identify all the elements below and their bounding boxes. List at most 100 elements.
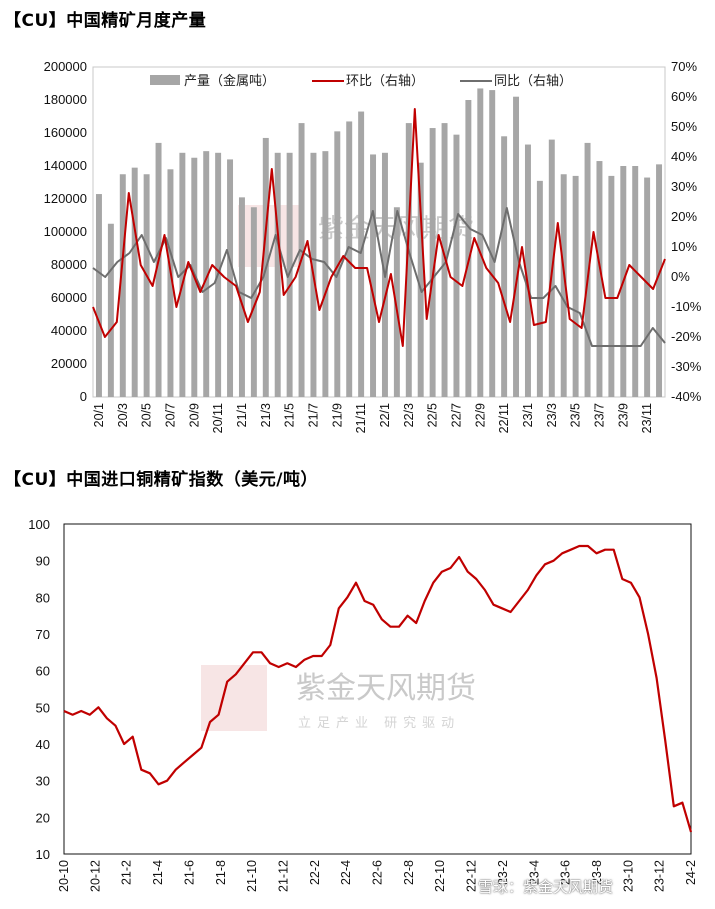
- x-tick-label: 22-4: [339, 860, 353, 885]
- left-tick-label: 140000: [44, 158, 87, 173]
- production-bar: [453, 134, 460, 397]
- right-tick-label: 70%: [671, 59, 697, 74]
- watermark-sub: 立足产业 研究驱动: [298, 716, 460, 731]
- production-bar: [274, 152, 281, 397]
- left-tick-label: 200000: [44, 59, 87, 74]
- left-tick-label: 40000: [51, 323, 87, 338]
- chart1-legend: 产量（金属吨） 环比（右轴） 同比（右轴）: [150, 73, 572, 89]
- x-tick-label: 22-12: [465, 860, 479, 892]
- left-tick-label: 80000: [51, 257, 87, 272]
- production-bar: [203, 151, 210, 397]
- x-tick-label: 22/11: [497, 403, 511, 433]
- x-tick-label: 21/1: [235, 403, 249, 427]
- x-tick-label: 22/3: [402, 403, 416, 427]
- x-tick-label: 20-10: [57, 860, 71, 892]
- legend-yoy: 同比（右轴）: [494, 74, 572, 89]
- production-bar: [227, 159, 234, 397]
- x-tick-label: 24-2: [684, 860, 698, 885]
- x-tick-label: 21/5: [283, 403, 297, 427]
- production-bar: [524, 144, 531, 397]
- chart2-line-group: [63, 544, 693, 833]
- x-tick-label: 22/1: [378, 403, 392, 427]
- production-bar: [489, 90, 496, 397]
- production-bar: [95, 194, 102, 397]
- chart1-plot-area: [92, 66, 666, 398]
- production-bar: [346, 121, 353, 397]
- production-bar: [572, 175, 579, 397]
- production-bar: [167, 169, 174, 397]
- production-bar: [250, 207, 257, 397]
- chart2-x-axis: 20-10 20-12 21-2 21-4 21-6 21-8 21-10 21-12 22-2…: [57, 860, 698, 892]
- production-bar: [131, 167, 138, 397]
- right-tick-label: 20%: [671, 209, 697, 224]
- left-tick-label: 180000: [44, 92, 87, 107]
- production-bar: [477, 88, 484, 397]
- chart1: 紫金天风期货 020000400006000080000100000120000…: [44, 59, 702, 433]
- footer-credit: 雪球：紫金天风期货: [478, 878, 614, 896]
- y-tick-label: 10: [36, 847, 50, 862]
- chart2: 紫金天风期货 立足产业 研究驱动 10 20 30 40 50 60 70 80 90 100 2…: [28, 517, 698, 892]
- production-bar: [644, 177, 651, 397]
- production-bar: [405, 123, 412, 397]
- production-bar: [179, 152, 186, 397]
- mom-line: [92, 108, 666, 347]
- production-bar: [358, 111, 365, 398]
- x-tick-label: 23/5: [569, 403, 583, 427]
- production-bar: [238, 197, 245, 397]
- x-tick-label: 22-10: [433, 860, 447, 892]
- chart1-title: 【CU】中国精矿月度产量: [4, 11, 207, 31]
- x-tick-label: 21-2: [120, 860, 134, 885]
- right-tick-label: -20%: [671, 329, 702, 344]
- production-bar: [441, 123, 448, 397]
- chart1-right-axis: -40% -30% -20% -10% 0% 10% 20% 30% 40% 50% 60% 70%: [671, 59, 702, 404]
- x-tick-label: 23/11: [640, 403, 654, 433]
- chart2-watermark: 紫金天风期货 立足产业 研究驱动: [201, 665, 476, 731]
- x-tick-label: 21/9: [330, 403, 344, 427]
- x-tick-label: 21-6: [182, 860, 196, 885]
- legend-mom: 环比（右轴）: [346, 74, 424, 89]
- chart2-y-axis: 10 20 30 40 50 60 70 80 90 100: [28, 517, 50, 862]
- x-tick-label: 23-4: [527, 860, 541, 885]
- x-tick-label: 22/5: [426, 403, 440, 427]
- production-bar: [334, 131, 341, 397]
- x-tick-label: 21-12: [276, 860, 290, 892]
- legend-production: 产量（金属吨）: [184, 73, 275, 89]
- production-bar: [608, 175, 615, 397]
- production-bar: [322, 151, 329, 397]
- chart1-left-axis: 0 20000 40000 60000 80000 100000 120000 140000 1…: [44, 59, 87, 404]
- x-tick-label: 22-2: [308, 860, 322, 885]
- production-bar: [370, 154, 377, 397]
- chart1-lines: [92, 108, 666, 347]
- y-tick-label: 30: [36, 774, 50, 789]
- watermark-main: 紫金天风期货: [296, 671, 476, 706]
- x-tick-label: 21-4: [151, 860, 165, 885]
- production-bar: [656, 164, 663, 397]
- x-tick-label: 21/3: [259, 403, 273, 427]
- right-tick-label: 10%: [671, 239, 697, 254]
- x-tick-label: 20/9: [187, 403, 201, 427]
- x-tick-label: 20/11: [211, 403, 225, 433]
- x-tick-label: 22-8: [402, 860, 416, 885]
- x-tick-label: 23/1: [521, 403, 535, 427]
- chart2-plot-area: [63, 523, 692, 855]
- x-tick-label: 23-8: [590, 860, 604, 885]
- right-tick-label: -40%: [671, 389, 702, 404]
- production-bar: [465, 100, 472, 397]
- x-tick-label: 21/7: [306, 403, 320, 427]
- y-tick-label: 50: [36, 700, 50, 715]
- y-tick-label: 90: [36, 554, 50, 569]
- left-tick-label: 20000: [51, 356, 87, 371]
- y-tick-label: 60: [36, 664, 50, 679]
- left-tick-label: 120000: [44, 191, 87, 206]
- x-tick-label: 23-2: [496, 860, 510, 885]
- left-tick-label: 160000: [44, 125, 87, 140]
- x-tick-label: 23/9: [616, 403, 630, 427]
- y-tick-label: 100: [28, 517, 50, 532]
- production-bar: [143, 174, 150, 397]
- x-tick-label: 21-8: [214, 860, 228, 885]
- y-tick-label: 20: [36, 810, 50, 825]
- production-bar: [119, 174, 126, 397]
- production-bar: [596, 161, 603, 397]
- x-tick-label: 23/3: [545, 403, 559, 427]
